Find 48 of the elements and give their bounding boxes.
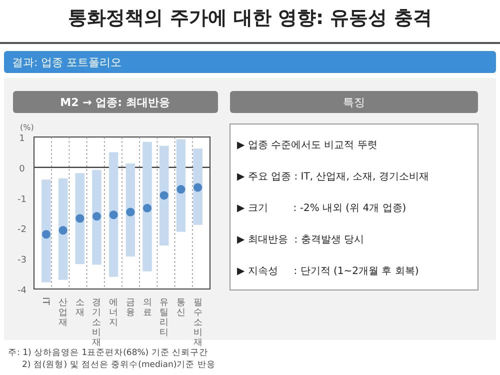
text: ▶ 주요 업종 : IT, 산업재, 소재, 경기소비재 (237, 172, 429, 182)
bar (159, 146, 169, 246)
bar (92, 170, 102, 265)
y-tick-label: 0 (19, 164, 26, 174)
x-tick-label: 통신 (176, 298, 186, 318)
x-tick-label: 에너지 (109, 298, 118, 328)
chart-subtitle: 결과: 업종 포트폴리오 (12, 56, 122, 69)
y-axis-title: (%) (20, 123, 34, 132)
bar (75, 173, 85, 264)
x-tick-label: 소재 (75, 298, 84, 318)
text: ▶ 최대반응 : 충격발생 당시 (237, 234, 364, 246)
point (76, 214, 84, 223)
bar (42, 180, 51, 282)
point (126, 208, 135, 216)
x-tick-label: 유틸리티 (160, 298, 169, 338)
y-tick-label: -4 (18, 286, 27, 296)
bar (58, 178, 68, 280)
point (58, 226, 68, 235)
x-tick-label: 필수소비재 (193, 298, 202, 348)
point (142, 204, 152, 212)
y-tick-label: -1 (18, 194, 26, 205)
x-tick-label: 의료 (142, 298, 152, 318)
text: ▶ 크기 : -2% 내외 (위 4개 업종) (237, 203, 406, 214)
text: 통화정책의 주가에 대한 영향: 유동성 충격 (68, 7, 432, 29)
text: 2) 점(원형) 및 점선은 중위수(median)기준 반응 (22, 360, 216, 370)
point (109, 210, 118, 220)
x-tick-label: 경기소비재 (92, 298, 102, 348)
point (42, 230, 51, 239)
point (160, 191, 168, 200)
point (176, 184, 186, 194)
x-tick-label: 금융 (126, 298, 135, 318)
text: M2 → 업종: 최대반응 (60, 96, 170, 109)
x-tick-label: 산업재 (58, 298, 68, 328)
y-tick-label: 1 (19, 134, 25, 144)
point (92, 212, 102, 221)
bar (193, 148, 202, 225)
y-tick-label: -2 (18, 225, 26, 236)
text: ▶ 지속성 : 단기적 (1~2개월 후 회복) (237, 266, 419, 277)
y-tick-label: -3 (18, 256, 26, 266)
text: ▶ 업종 수준에서도 비교적 뚜렷 (237, 140, 378, 151)
text: 주: 1) 상하음영은 1표준편차(68%) 기준 신뢰구간 (8, 348, 208, 358)
point (193, 183, 202, 192)
bar (176, 139, 186, 232)
bar (142, 142, 152, 272)
x-tick-label: IT (40, 297, 50, 306)
bar (126, 163, 136, 256)
bar (108, 152, 118, 277)
text: 특징 (343, 96, 365, 109)
